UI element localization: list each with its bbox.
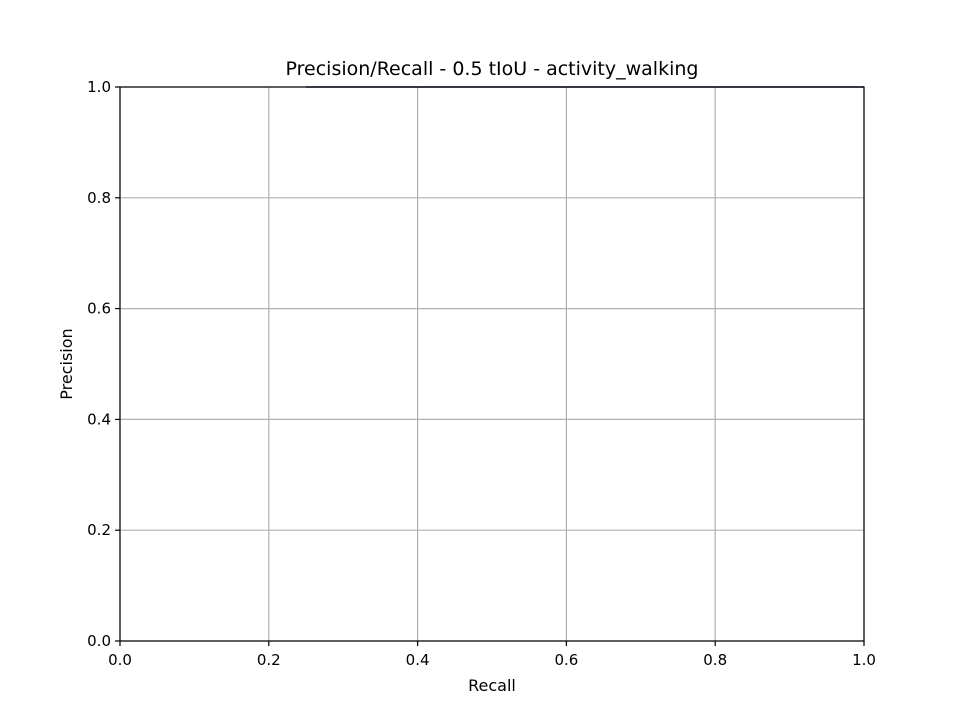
plot-frame bbox=[119, 86, 865, 642]
y-tick-label: 0.6 bbox=[87, 300, 111, 318]
x-axis: 0.0 0.2 0.4 0.6 0.8 1.0 bbox=[108, 641, 876, 669]
x-tick-label: 0.8 bbox=[703, 651, 727, 669]
x-axis-label: Recall bbox=[468, 676, 516, 695]
x-tick-label: 0.6 bbox=[554, 651, 578, 669]
x-tick-label: 0.4 bbox=[406, 651, 430, 669]
y-tick-label: 0.4 bbox=[87, 410, 111, 428]
chart-title: Precision/Recall - 0.5 tIoU - activity_w… bbox=[286, 58, 699, 80]
y-axis: 0.0 0.2 0.4 0.6 0.8 1.0 bbox=[87, 78, 120, 650]
y-tick-label: 0.2 bbox=[87, 521, 111, 539]
y-tick-label: 0.8 bbox=[87, 189, 111, 207]
x-tick-label: 1.0 bbox=[852, 651, 876, 669]
y-axis-label: Precision bbox=[57, 328, 76, 399]
x-tick-label: 0.0 bbox=[108, 651, 132, 669]
y-tick-label: 0.0 bbox=[87, 632, 111, 650]
grid bbox=[119, 86, 865, 642]
y-tick-label: 1.0 bbox=[87, 78, 111, 96]
x-tick-label: 0.2 bbox=[257, 651, 281, 669]
